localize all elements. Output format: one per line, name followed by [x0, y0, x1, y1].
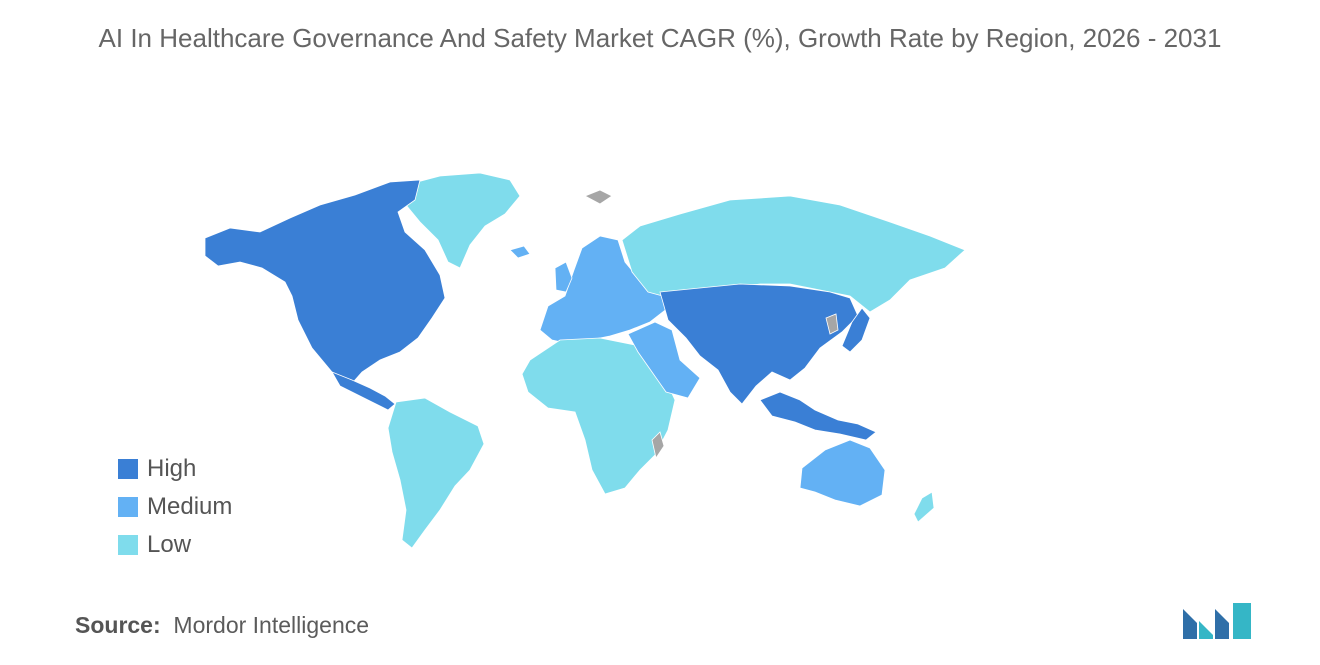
chart-title: AI In Healthcare Governance And Safety M…: [98, 23, 1222, 53]
region-africa: [521, 337, 676, 495]
region-uk: [554, 261, 573, 293]
legend-label-high: High: [147, 455, 197, 482]
mordor-intelligence-logo: [1183, 603, 1251, 639]
region-greenland: [401, 172, 521, 269]
region-southeast-asia: [759, 391, 877, 441]
source-label: Source:: [75, 612, 161, 638]
region-svalbard: [584, 189, 613, 205]
region-australia: [799, 439, 886, 507]
region-south-america: [387, 397, 485, 549]
region-new-zealand: [913, 491, 935, 523]
region-asia-core: [659, 283, 859, 405]
legend-item-medium: Medium: [118, 488, 232, 526]
region-north-america: [204, 179, 446, 389]
region-japan: [841, 307, 871, 353]
legend-item-low: Low: [118, 526, 232, 564]
legend-swatch-medium: [118, 497, 138, 517]
region-middle-east: [627, 321, 701, 399]
source-value: Mordor Intelligence: [173, 612, 370, 638]
region-central-america: [331, 371, 396, 411]
region-korea: [825, 313, 839, 335]
source-line: Source: Mordor Intelligence: [75, 612, 369, 639]
legend-label-medium: Medium: [147, 493, 233, 520]
legend-item-high: High: [118, 450, 232, 488]
legend-swatch-low: [118, 535, 138, 555]
legend: High Medium Low: [118, 450, 232, 564]
region-iceland: [509, 245, 531, 259]
legend-swatch-high: [118, 459, 138, 479]
region-madagascar: [651, 431, 665, 460]
legend-label-low: Low: [147, 531, 192, 558]
